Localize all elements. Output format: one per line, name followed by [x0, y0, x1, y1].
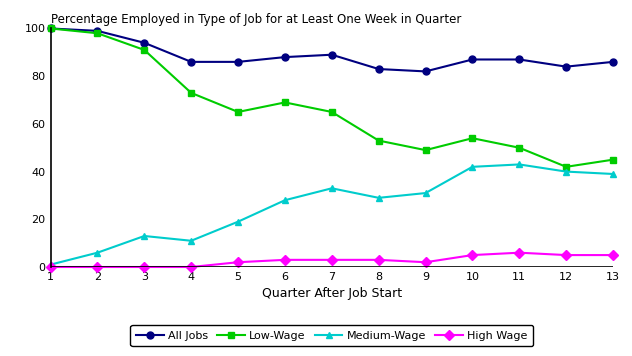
Medium-Wage	[375, 196, 382, 200]
Medium-Wage	[281, 198, 289, 202]
Medium-Wage	[516, 162, 523, 167]
Medium-Wage	[140, 234, 148, 238]
Medium-Wage	[328, 186, 336, 190]
All Jobs	[187, 60, 195, 64]
All Jobs	[609, 60, 617, 64]
Low-Wage	[281, 100, 289, 105]
Line: Low-Wage: Low-Wage	[47, 25, 616, 170]
High Wage	[328, 258, 336, 262]
Line: All Jobs: All Jobs	[47, 25, 616, 75]
All Jobs	[47, 26, 54, 31]
All Jobs	[422, 69, 429, 74]
All Jobs	[562, 64, 570, 69]
High Wage	[94, 265, 101, 269]
Low-Wage	[47, 26, 54, 31]
Medium-Wage	[469, 165, 477, 169]
Low-Wage	[422, 148, 429, 152]
Medium-Wage	[47, 262, 54, 267]
Medium-Wage	[234, 220, 242, 224]
Line: Medium-Wage: Medium-Wage	[47, 161, 616, 268]
High Wage	[422, 260, 429, 265]
High Wage	[140, 265, 148, 269]
Medium-Wage	[609, 172, 617, 176]
Line: High Wage: High Wage	[47, 249, 616, 271]
All Jobs	[328, 53, 336, 57]
All Jobs	[140, 41, 148, 45]
High Wage	[562, 253, 570, 257]
High Wage	[281, 258, 289, 262]
All Jobs	[375, 67, 382, 71]
Low-Wage	[516, 146, 523, 150]
X-axis label: Quarter After Job Start: Quarter After Job Start	[262, 287, 402, 300]
Low-Wage	[140, 48, 148, 52]
Medium-Wage	[187, 239, 195, 243]
High Wage	[234, 260, 242, 265]
All Jobs	[516, 57, 523, 62]
Medium-Wage	[422, 191, 429, 195]
High Wage	[375, 258, 382, 262]
High Wage	[187, 265, 195, 269]
Low-Wage	[375, 138, 382, 143]
All Jobs	[281, 55, 289, 59]
High Wage	[516, 251, 523, 255]
Low-Wage	[609, 157, 617, 162]
Low-Wage	[562, 165, 570, 169]
Legend: All Jobs, Low-Wage, Medium-Wage, High Wage: All Jobs, Low-Wage, Medium-Wage, High Wa…	[130, 325, 533, 346]
Low-Wage	[328, 110, 336, 114]
Medium-Wage	[94, 251, 101, 255]
High Wage	[469, 253, 477, 257]
All Jobs	[469, 57, 477, 62]
All Jobs	[94, 29, 101, 33]
Medium-Wage	[562, 169, 570, 174]
Text: Percentage Employed in Type of Job for at Least One Week in Quarter: Percentage Employed in Type of Job for a…	[51, 13, 461, 26]
Low-Wage	[187, 91, 195, 95]
All Jobs	[234, 60, 242, 64]
Low-Wage	[94, 31, 101, 35]
High Wage	[609, 253, 617, 257]
High Wage	[47, 265, 54, 269]
Low-Wage	[234, 110, 242, 114]
Low-Wage	[469, 136, 477, 140]
